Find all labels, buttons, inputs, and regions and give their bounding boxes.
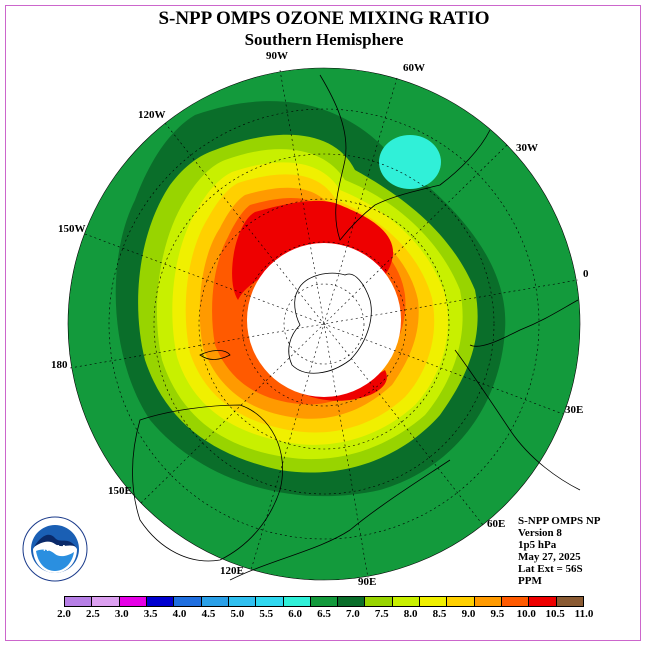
latitude-circle-60s — [198, 198, 450, 450]
graticule — [69, 69, 579, 579]
latitude-circle-50s — [153, 153, 495, 495]
colorbar-tick-label: 2.0 — [57, 608, 71, 620]
image-frame — [5, 5, 641, 641]
lon-label-60e: 60E — [487, 518, 506, 530]
colorbar-tick-label: 6.5 — [317, 608, 331, 620]
lon-label-180: 180 — [51, 359, 68, 371]
colorbar — [64, 596, 584, 607]
latitude-circle-40s — [108, 108, 540, 540]
latitude-circle-80s — [283, 283, 365, 365]
latitude-circle-70s — [241, 241, 407, 407]
colorbar-segment — [65, 597, 93, 606]
info-pressure-level: 1p5 hPa — [518, 539, 557, 551]
colorbar-tick-label: 7.5 — [374, 608, 389, 620]
africa-coastline — [469, 299, 579, 347]
colorbar-segment — [365, 597, 393, 606]
product-info-block: S-NPP OMPS NP Version 8 1p5 hPa May 27, … — [518, 515, 601, 587]
lon-label-120w: 120W — [138, 109, 166, 121]
lon-label-30e: 30E — [565, 404, 584, 416]
new-zealand-coastline — [199, 350, 231, 360]
info-lat-extent: Lat Ext = 56S — [518, 563, 583, 575]
colorbar-segment — [502, 597, 530, 606]
globe-outline — [67, 67, 581, 581]
colorbar-segment — [310, 597, 339, 606]
colorbar-tick-label: 10.5 — [545, 608, 565, 620]
red-band-lower — [260, 360, 387, 401]
meridian-0-180 — [69, 279, 579, 369]
colorbar-tick-label: 3.0 — [114, 608, 129, 620]
colorbar-tick-label: 8.5 — [432, 608, 447, 620]
map-subtitle: Southern Hemisphere — [244, 30, 404, 49]
map-title: S-NPP OMPS OZONE MIXING RATIO — [158, 8, 490, 29]
cyan-low-patch — [379, 135, 441, 189]
colorbar-segment — [420, 597, 448, 606]
colorbar-segment — [92, 597, 120, 606]
lon-label-30w: 30W — [516, 142, 538, 154]
colorbar-tick-label: 8.0 — [403, 608, 418, 620]
colorbar-tick-label: 9.0 — [461, 608, 476, 620]
colorbar-segment — [283, 597, 311, 606]
polar-cap — [247, 243, 401, 397]
colorbar-tick-label: 11.0 — [574, 608, 594, 620]
lon-label-120e: 120E — [220, 565, 244, 577]
colorbar-tick-label: 3.5 — [143, 608, 158, 620]
coastlines — [132, 74, 581, 581]
colorbar-segment — [529, 597, 557, 606]
south-america-coastline — [319, 74, 491, 241]
colorbar-tick-label: 9.5 — [490, 608, 505, 620]
colorbar-segment — [447, 597, 475, 606]
lon-label-150e: 150E — [108, 485, 132, 497]
info-units: PPM — [518, 575, 542, 587]
colorbar-tick-label: 10.0 — [516, 608, 536, 620]
info-instrument: S-NPP OMPS NP — [518, 515, 601, 527]
meridian-90w-90e — [279, 69, 369, 579]
australia-coastline — [132, 404, 283, 562]
colorbar-segment — [201, 597, 229, 606]
lon-label-60w: 60W — [403, 62, 425, 74]
info-date: May 27, 2025 — [518, 551, 581, 563]
colorbar-tick-label: 2.5 — [86, 608, 100, 620]
colorbar-segment — [174, 597, 202, 606]
info-version: Version 8 — [518, 527, 562, 539]
noaa-logo-text: NOAA — [43, 544, 67, 553]
colorbar-segment — [474, 597, 502, 606]
antarctica-coastline — [288, 272, 372, 374]
colorbar-tick-label: 4.5 — [201, 608, 216, 620]
colorbar-segment — [146, 597, 175, 606]
meridian-150w-30e — [84, 233, 564, 415]
lon-label-90w: 90W — [266, 50, 288, 62]
noaa-logo: NOAA — [22, 516, 88, 582]
colorbar-segment — [119, 597, 147, 606]
colorbar-segment — [228, 597, 257, 606]
colorbar-labels: 2.0 2.5 3.0 3.5 4.0 4.5 5.0 5.5 6.0 6.5 7.0 7.5 8.0 8… — [57, 608, 593, 622]
lon-label-0: 0 — [583, 268, 589, 280]
colorbar-tick-label: 5.0 — [230, 608, 245, 620]
lon-label-90e: 90E — [358, 576, 377, 588]
asia-coastline — [229, 459, 451, 581]
colorbar-tick-label: 4.0 — [172, 608, 187, 620]
lon-label-150w: 150W — [58, 223, 86, 235]
colorbar-tick-label: 7.0 — [346, 608, 360, 620]
colorbar-segment — [556, 597, 583, 606]
colorbar-segment — [256, 597, 284, 606]
colorbar-segment — [338, 597, 366, 606]
colorbar-tick-label: 6.0 — [288, 608, 302, 620]
colorbar-tick-label: 5.5 — [259, 608, 274, 620]
africa-east-coastline — [454, 349, 581, 491]
colorbar-segment — [392, 597, 421, 606]
